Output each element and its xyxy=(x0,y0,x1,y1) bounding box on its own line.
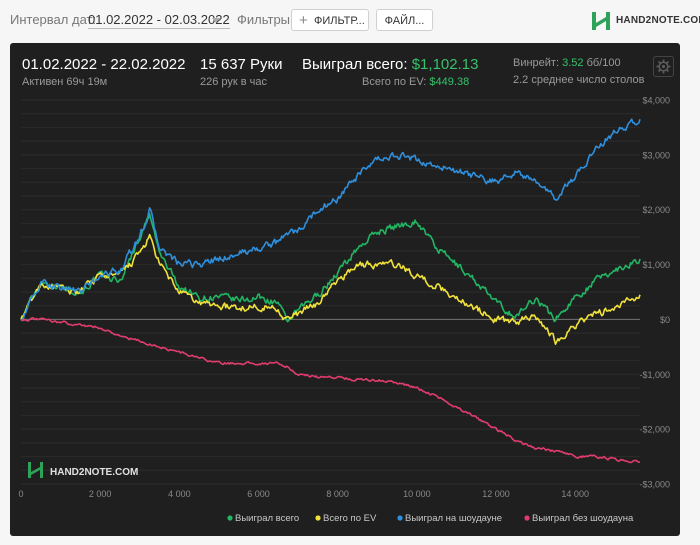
filters-label: Фильтры: xyxy=(237,12,294,27)
x-tick-label: 2 000 xyxy=(89,489,112,499)
x-tick-label: 12 000 xyxy=(482,489,510,499)
y-tick-label: $0 xyxy=(660,315,670,325)
x-tick-label: 8 000 xyxy=(326,489,349,499)
won-total-line xyxy=(20,212,641,323)
plus-icon: + xyxy=(299,12,308,29)
winrate: Винрейт: 3.52 бб/100 xyxy=(513,57,621,69)
winrate-label: Винрейт: xyxy=(513,57,560,69)
chevron-down-icon[interactable] xyxy=(212,18,220,23)
showdown-line xyxy=(20,118,641,322)
ev-total: Всего по EV: $449.38 xyxy=(362,76,469,88)
x-tick-label: 0 xyxy=(18,489,23,499)
legend-label: Выиграл без шоудауна xyxy=(532,513,634,524)
x-tick-label: 10 000 xyxy=(403,489,431,499)
y-tick-label: -$3,000 xyxy=(639,480,670,490)
hand2note-logo: HAND2NOTE.COM xyxy=(590,9,700,33)
filter-button[interactable]: + ФИЛЬТР... xyxy=(291,9,369,31)
avg-tables: 2.2 среднее число столов xyxy=(513,74,645,86)
watermark-logo: HAND2NOTE.COM xyxy=(28,462,138,478)
legend-item-nonshowdown[interactable]: Выиграл без шоудауна xyxy=(524,513,634,524)
won-total: Выиграл всего: $1,102.13 xyxy=(302,56,478,73)
file-button[interactable]: ФАЙЛ... xyxy=(376,9,433,31)
top-toolbar: Интервал дат: 01.02.2022 - 02.03.2022 Фи… xyxy=(0,0,700,42)
hands-per-hour: 226 рук в час xyxy=(200,76,268,88)
y-tick-label: -$1,000 xyxy=(639,370,670,380)
y-tick-label: $2,000 xyxy=(642,205,670,215)
active-time: Активен 69ч 19м xyxy=(22,76,108,88)
chart-grid xyxy=(21,99,640,485)
y-tick-label: $4,000 xyxy=(642,96,670,106)
legend-item-showdown[interactable]: Выиграл на шоудауне xyxy=(397,513,502,524)
gear-icon xyxy=(656,59,671,74)
settings-button[interactable] xyxy=(653,56,674,77)
date-interval-label: Интервал дат: xyxy=(10,12,97,27)
period-title: 01.02.2022 - 22.02.2022 xyxy=(22,56,186,73)
x-tick-label: 6 000 xyxy=(247,489,270,499)
legend-item-won[interactable]: Выиграл всего xyxy=(227,513,299,524)
nonshowdown-line xyxy=(20,317,641,464)
winrate-value: 3.52 xyxy=(562,57,584,69)
legend-label: Всего по EV xyxy=(323,513,377,524)
x-axis-labels: 0 2 000 4 000 6 000 8 000 10 000 12 000 14 000 xyxy=(18,489,588,499)
legend-marker xyxy=(524,515,530,521)
x-tick-label: 4 000 xyxy=(168,489,191,499)
won-total-value: $1,102.13 xyxy=(411,56,479,73)
legend-label: Выиграл всего xyxy=(235,513,299,524)
logo-text: HAND2NOTE.COM xyxy=(616,15,700,26)
legend-item-ev[interactable]: Всего по EV xyxy=(315,513,377,524)
legend-marker xyxy=(227,515,233,521)
ev-line xyxy=(20,233,641,345)
won-total-label: Выиграл всего: xyxy=(302,56,408,73)
watermark-text: HAND2NOTE.COM xyxy=(50,467,138,478)
chart-lines xyxy=(20,118,641,464)
y-tick-label: -$2,000 xyxy=(639,425,670,435)
hands-count: 15 637 Руки xyxy=(200,56,283,73)
file-button-label: ФАЙЛ... xyxy=(384,15,425,27)
y-tick-label: $3,000 xyxy=(642,150,670,160)
filter-button-label: ФИЛЬТР... xyxy=(314,15,365,27)
winrate-unit: бб/100 xyxy=(586,57,621,69)
y-axis-labels: $4,000 $3,000 $2,000 $1,000 $0 -$1,000 -$2,000… xyxy=(639,96,670,490)
x-tick-label: 14 000 xyxy=(561,489,589,499)
hand2note-logo-icon xyxy=(592,12,610,30)
legend-marker xyxy=(397,515,403,521)
ev-total-value: $449.38 xyxy=(429,76,470,88)
date-interval-select[interactable]: 01.02.2022 - 02.03.2022 xyxy=(88,12,230,29)
chart-legend: Выиграл всего Всего по EV Выиграл на шоуда… xyxy=(227,513,634,524)
legend-marker xyxy=(315,515,321,521)
y-tick-label: $1,000 xyxy=(642,260,670,270)
ev-total-label: Всего по EV: xyxy=(362,76,427,88)
legend-label: Выиграл на шоудауне xyxy=(405,513,502,524)
